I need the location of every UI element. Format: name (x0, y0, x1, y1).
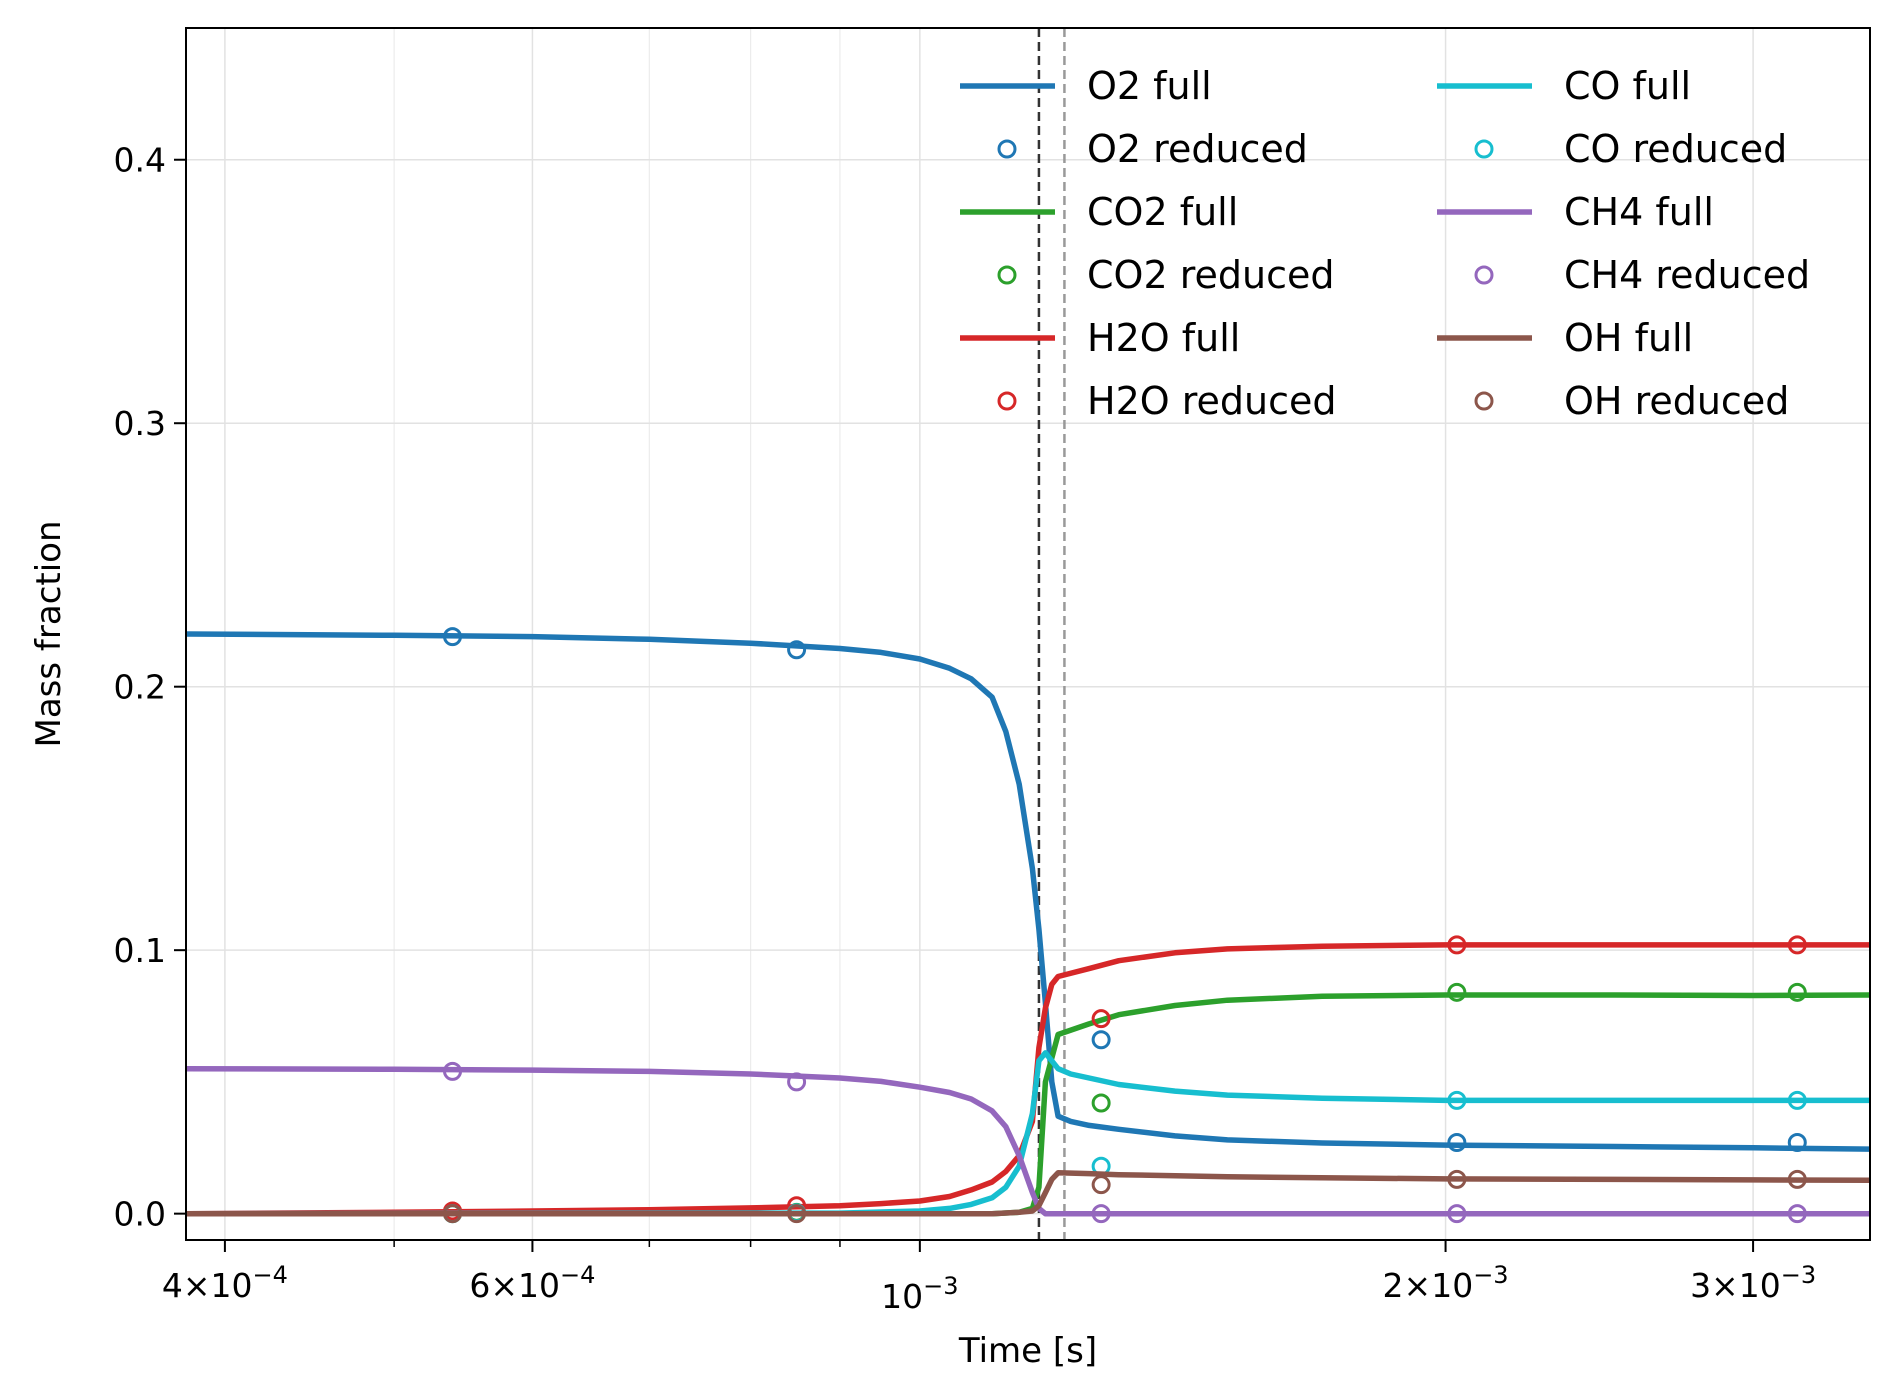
data-point-oh-reduced (1447, 1169, 1467, 1189)
legend-label: O2 reduced (1087, 127, 1308, 171)
data-point-co-reduced (1447, 1090, 1467, 1110)
legend-item-co2-reduced: CO2 reduced (997, 253, 1334, 297)
y-tick-label: 0.1 (114, 931, 166, 970)
legend: O2 full O2 reduced CO2 full CO2 reduced H2O … (960, 64, 1810, 423)
data-point-ch4-reduced (1447, 1204, 1467, 1224)
legend-item-h2o-reduced: H2O reduced (997, 379, 1337, 423)
series-line-co-full (186, 1050, 1870, 1217)
data-point-h2o-reduced (1447, 935, 1467, 955)
y-axis-label: Mass fraction (29, 520, 69, 747)
data-point-h2o-reduced (1091, 1009, 1111, 1029)
legend-label: O2 full (1087, 64, 1212, 108)
y-tick-label: 0.4 (114, 141, 166, 180)
data-point-co-reduced (1787, 1090, 1807, 1110)
legend-swatch (997, 391, 1017, 411)
y-tick-label: 0.3 (114, 404, 166, 443)
legend-item-o2-full: O2 full (960, 64, 1212, 108)
legend-swatch (997, 265, 1017, 285)
legend-item-h2o-full: H2O full (960, 316, 1240, 360)
legend-item-oh-reduced: OH reduced (1474, 379, 1789, 423)
x-tick-label: 6×10−4 (469, 1261, 595, 1305)
legend-label: CO reduced (1564, 127, 1787, 171)
legend-label: OH reduced (1564, 379, 1789, 423)
legend-item-ch4-full: CH4 full (1437, 190, 1714, 234)
data-point-ch4-reduced (1091, 1204, 1111, 1224)
legend-label: H2O reduced (1087, 379, 1337, 423)
legend-item-co-reduced: CO reduced (1474, 127, 1787, 171)
series-line-ch4-full (186, 1065, 1870, 1217)
data-point-ch4-reduced (443, 1061, 463, 1081)
legend-label: H2O full (1087, 316, 1240, 360)
data-point-oh-reduced (443, 1204, 463, 1224)
data-point-co2-reduced (1091, 1093, 1111, 1113)
legend-item-co2-full: CO2 full (960, 190, 1238, 234)
data-point-o2-reduced (787, 640, 807, 660)
plot-frame (185, 27, 1871, 1241)
data-point-o2-reduced (1787, 1133, 1807, 1153)
data-point-co2-reduced (1787, 982, 1807, 1002)
series-line-o2-full (186, 631, 1870, 1152)
data-point-h2o-reduced (1787, 935, 1807, 955)
legend-item-o2-reduced: O2 reduced (997, 127, 1308, 171)
data-point-o2-reduced (1091, 1030, 1111, 1050)
x-tick-label: 2×10−3 (1383, 1261, 1509, 1305)
x-tick-label: 10−3 (881, 1272, 958, 1316)
legend-swatch (1474, 265, 1494, 285)
y-tick-label: 0.2 (114, 668, 166, 707)
x-tick-label: 3×10−3 (1690, 1261, 1816, 1305)
legend-item-co-full: CO full (1437, 64, 1691, 108)
legend-item-ch4-reduced: CH4 reduced (1474, 253, 1810, 297)
legend-label: CH4 reduced (1564, 253, 1810, 297)
data-point-ch4-reduced (787, 1072, 807, 1092)
legend-swatch (997, 139, 1017, 159)
y-tick-label: 0.0 (114, 1195, 166, 1234)
legend-label: OH full (1564, 316, 1693, 360)
data-point-oh-reduced (1787, 1169, 1807, 1189)
data-point-o2-reduced (1447, 1133, 1467, 1153)
series-line-oh-full (186, 1170, 1870, 1217)
x-tick-label: 4×10−4 (162, 1261, 288, 1305)
y-axis: 0.0 0.1 0.2 0.3 0.4 (114, 141, 186, 1234)
data-point-co2-reduced (1447, 982, 1467, 1002)
legend-item-oh-full: OH full (1437, 316, 1693, 360)
x-axis: 4×10−4 6×10−4 10−3 2×10−3 3×10−3 (162, 1240, 1816, 1316)
data-point-oh-reduced (1091, 1175, 1111, 1195)
legend-swatch (1474, 391, 1494, 411)
data-point-oh-reduced (787, 1204, 807, 1224)
legend-label: CH4 full (1564, 190, 1714, 234)
data-point-ch4-reduced (1787, 1204, 1807, 1224)
x-axis-label: Time [s] (958, 1331, 1097, 1371)
data-point-o2-reduced (443, 627, 463, 647)
legend-label: CO2 full (1087, 190, 1238, 234)
legend-label: CO full (1564, 64, 1691, 108)
series-layer (186, 627, 1870, 1224)
legend-swatch (1474, 139, 1494, 159)
legend-label: CO2 reduced (1087, 253, 1334, 297)
